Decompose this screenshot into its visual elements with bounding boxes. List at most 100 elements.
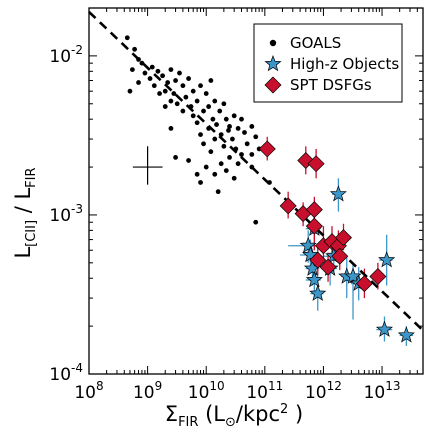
- spt-point: [331, 247, 349, 265]
- spt-point: [319, 258, 337, 276]
- goals-point: [171, 91, 177, 96]
- goals-point: [231, 175, 237, 181]
- goals-point: [231, 113, 237, 119]
- high-z-point: [301, 246, 319, 263]
- goals-point: [208, 78, 214, 83]
- goals-point: [155, 68, 161, 74]
- legend-label-spt: SPT DSFGs: [290, 76, 372, 94]
- x-axis-label: ΣFIR (L⊙/kpc2 ): [165, 402, 303, 430]
- x-tick-label: 109: [133, 379, 162, 403]
- goals-point: [230, 136, 235, 142]
- goals-point: [235, 126, 241, 131]
- goals-point: [242, 130, 247, 135]
- goals-point: [198, 83, 203, 89]
- goals-point: [249, 124, 255, 129]
- goals-point: [215, 189, 221, 195]
- goals-point: [206, 126, 212, 131]
- typical-error-cross: [132, 146, 163, 185]
- goals-point: [149, 64, 155, 70]
- goals-point: [206, 104, 212, 109]
- goals-point: [218, 132, 224, 137]
- goals-point: [217, 108, 223, 114]
- high-z-point: [299, 236, 317, 254]
- goals-point: [239, 116, 244, 122]
- goals-point: [173, 78, 178, 83]
- goals-point: [227, 124, 232, 129]
- spt-point: [279, 197, 297, 215]
- goals-point: [203, 164, 209, 170]
- y-tick-label: 10-4: [49, 361, 83, 385]
- goals-point: [212, 136, 218, 142]
- goals-point: [244, 141, 250, 147]
- spt-point: [335, 229, 352, 247]
- goals-point: [226, 128, 231, 133]
- goals-point: [190, 88, 196, 94]
- spt-point: [305, 217, 323, 235]
- x-tick-label: 1012: [305, 379, 342, 403]
- goals-point: [233, 146, 239, 152]
- goals-point: [235, 161, 241, 167]
- x-tick-label: 108: [74, 379, 103, 403]
- goals-point: [142, 70, 148, 76]
- high-z-point: [375, 320, 394, 337]
- x-tick-label: 1013: [364, 379, 401, 403]
- goals-point: [168, 98, 174, 104]
- goals-point: [227, 155, 232, 160]
- goals-point: [151, 83, 157, 89]
- goals-point: [136, 57, 141, 62]
- goals-point: [147, 76, 153, 81]
- goals-point: [249, 164, 255, 170]
- goals-point: [129, 67, 135, 72]
- goals-point: [221, 143, 227, 149]
- y-tick-label: 10-3: [49, 202, 83, 226]
- goals-point: [194, 98, 200, 104]
- goals-point: [168, 126, 174, 131]
- goals-point: [157, 91, 162, 96]
- legend: GOALS High-z Objects SPT DSFGs: [253, 23, 403, 103]
- spt-point: [305, 201, 323, 219]
- goals-point: [168, 67, 174, 72]
- goals-point: [218, 161, 224, 167]
- goals-point: [183, 94, 189, 100]
- goals-point: [162, 88, 168, 94]
- legend-label-goals: GOALS: [290, 34, 341, 52]
- goals-point: [214, 122, 219, 127]
- goals-point: [186, 158, 191, 163]
- y-tick-label: 10-2: [49, 43, 83, 67]
- y-axis-label: L[CII] / LFIR: [11, 167, 39, 258]
- goals-point: [201, 108, 206, 114]
- high-z-point: [305, 271, 323, 288]
- goals-point: [221, 101, 227, 107]
- axis-ticks: [88, 7, 424, 375]
- spt-point: [307, 155, 325, 173]
- data-points: [124, 35, 415, 343]
- goals-point: [162, 104, 168, 109]
- spt-point: [309, 251, 327, 269]
- goals-point: [194, 120, 200, 126]
- goals-point: [212, 98, 218, 104]
- tick-labels: 108 109 1010 1011 1012 1013 10-4 10-3 10-2: [49, 43, 400, 403]
- goals-point: [203, 91, 209, 96]
- x-tick-label: 1011: [246, 379, 283, 403]
- goals-point: [190, 113, 196, 119]
- legend-marker-goals: [269, 39, 277, 47]
- goals-point: [201, 141, 206, 147]
- spt-point: [258, 140, 276, 158]
- goals-point: [177, 70, 182, 76]
- goals-point: [223, 116, 229, 122]
- goals-point: [253, 134, 259, 140]
- high-z-point: [378, 251, 396, 268]
- goals-point: [210, 116, 216, 122]
- fit-line-group: [88, 10, 424, 332]
- goals-point: [223, 168, 229, 174]
- goals-point: [127, 88, 133, 94]
- goals-point: [194, 171, 200, 177]
- high-z-point: [344, 267, 362, 284]
- goals-point: [186, 76, 191, 81]
- high-z-point: [329, 185, 347, 202]
- goals-point: [180, 83, 186, 89]
- goals-point: [139, 60, 145, 66]
- goals-point: [174, 101, 180, 107]
- goals-point: [124, 35, 130, 41]
